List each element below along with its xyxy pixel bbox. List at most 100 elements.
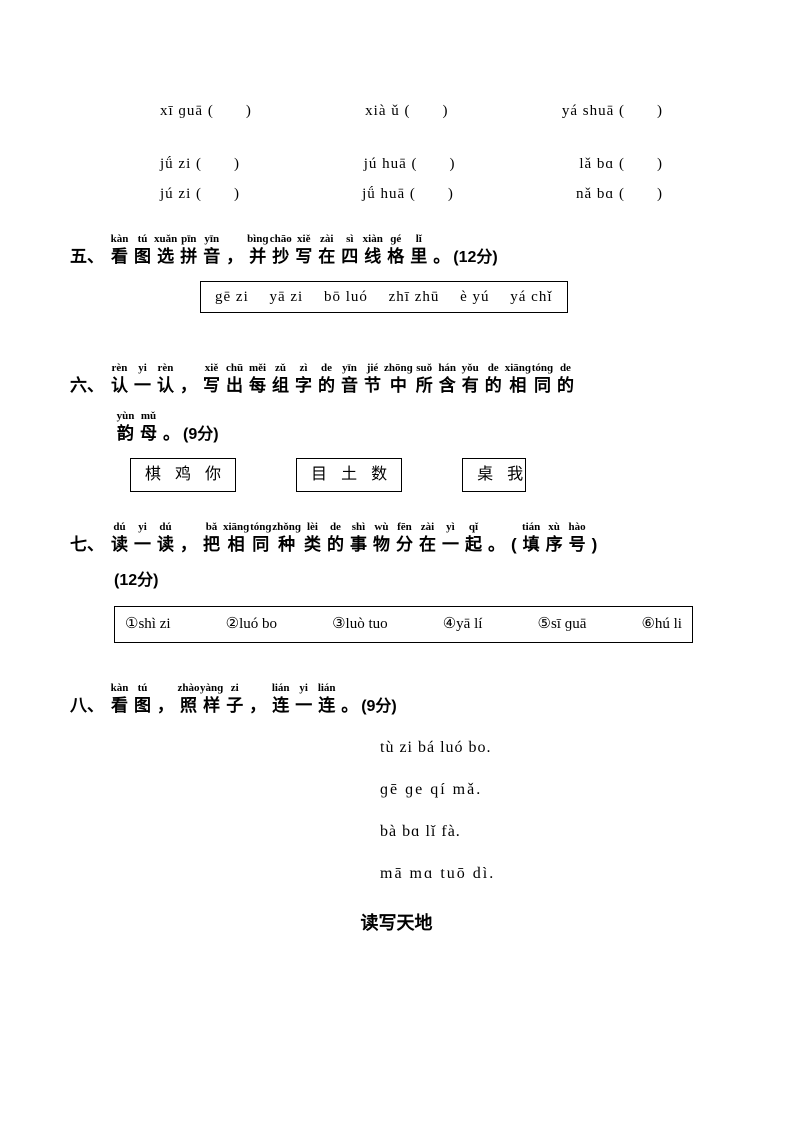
ruby-char: ɡé格: [384, 234, 407, 267]
ruby-char: jié节: [361, 363, 384, 396]
ruby-char: yīn音: [200, 234, 223, 267]
ruby-char: zì字: [292, 363, 315, 396]
ruby-char: yīn音: [338, 363, 361, 396]
ruby-char: tián填: [520, 522, 543, 555]
ruby-char: (: [508, 533, 520, 555]
pinyin-option: jú huā ( ): [364, 153, 456, 176]
ruby-char: yi一: [131, 363, 154, 396]
section-8-sentences: tù zi bá luó bo. ɡē ɡe qí mǎ. bà bɑ lǐ f…: [380, 736, 723, 886]
section-5-title: 五、kàn看tú图xuǎn选pīn拼yīn音，bìnɡ并chāo抄xiě写zài…: [70, 234, 723, 267]
section-number: 五、: [70, 247, 104, 267]
ruby-char: zài在: [416, 522, 439, 555]
ruby-char: xiānɡ相: [505, 363, 531, 396]
ruby-char: rèn认: [108, 363, 131, 396]
ruby-char: de的: [315, 363, 338, 396]
ruby-char: wù物: [370, 522, 393, 555]
ruby-char: de的: [554, 363, 577, 396]
section-number: 八、: [70, 696, 104, 716]
ruby-char: lián连: [269, 683, 292, 716]
ruby-char: 。: [338, 694, 361, 716]
ruby-char: yi一: [292, 683, 315, 716]
ruby-char: ，: [154, 694, 177, 716]
ruby-char: 。: [160, 422, 183, 444]
ruby-char: tónɡ同: [249, 522, 272, 555]
ruby-char: zhōnɡ中: [384, 363, 413, 396]
ruby-char: zi子: [223, 683, 246, 716]
ruby-char: tú图: [131, 234, 154, 267]
ruby-char: zài在: [315, 234, 338, 267]
char-group-box: 目土数: [296, 458, 402, 492]
ruby-char: yànɡ样: [200, 683, 223, 716]
char-group-box: 棋鸡你: [130, 458, 236, 492]
ruby-char: xiě写: [200, 363, 223, 396]
ruby-char: lián连: [315, 683, 338, 716]
pinyin-option: yá shuā ( ): [562, 100, 663, 123]
ruby-char: ): [589, 533, 601, 555]
section-6-boxes: 棋鸡你 目土数 桌我: [130, 458, 723, 492]
ruby-char: tú图: [131, 683, 154, 716]
ruby-char: hào号: [566, 522, 589, 555]
ruby-char: kàn看: [108, 683, 131, 716]
ruby-char: xù序: [543, 522, 566, 555]
ruby-char: xuǎn选: [154, 234, 177, 267]
ruby-char: mǔ母: [137, 411, 160, 444]
pinyin-choice-row-1: xī ɡuā ( ) xià ǔ ( ) yá shuā ( ): [70, 100, 723, 123]
ruby-char: xiānɡ相: [223, 522, 249, 555]
ruby-char: suǒ所: [413, 363, 436, 396]
pinyin-option: jǘ huā ( ): [362, 183, 454, 206]
section-number: 七、: [70, 535, 104, 555]
section-6-title-line2: yùn韵mǔ母。(9分): [114, 411, 723, 444]
ruby-char: chāo抄: [269, 234, 292, 267]
ruby-char: 。: [485, 533, 508, 555]
pinyin-option: lǎ bɑ ( ): [579, 153, 663, 176]
ruby-char: de的: [324, 522, 347, 555]
section-score: (9分): [183, 425, 219, 444]
pinyin-choice-row-2b: jú zi ( ) jǘ huā ( ) nǎ bɑ ( ): [70, 183, 723, 206]
numbered-item: ①shì zi: [125, 613, 171, 636]
ruby-char: kàn看: [108, 234, 131, 267]
numbered-item: ②luó bo: [226, 613, 277, 636]
section-score: (12分): [453, 248, 497, 267]
pinyin-option: jú zi ( ): [160, 183, 240, 206]
ruby-char: zhào照: [177, 683, 200, 716]
ruby-char: pīn拼: [177, 234, 200, 267]
ruby-char: 。: [430, 245, 453, 267]
section-footer-title: 读写天地: [70, 910, 723, 937]
ruby-char: yùn韵: [114, 411, 137, 444]
sentence: mā mɑ tuō dì.: [380, 862, 723, 886]
section-8-title: 八、kàn看tú图，zhào照yànɡ样zi子，lián连yi一lián连。(9…: [70, 683, 723, 716]
ruby-char: bǎ把: [200, 522, 223, 555]
sentence: tù zi bá luó bo.: [380, 736, 723, 760]
sentence: ɡē ɡe qí mǎ.: [380, 778, 723, 802]
ruby-char: ，: [177, 533, 200, 555]
sentence: bà bɑ lǐ fà.: [380, 820, 723, 844]
numbered-item: ③luò tuo: [332, 613, 388, 636]
pinyin-option: jǘ zi ( ): [160, 153, 240, 176]
ruby-char: yǒu有: [459, 363, 482, 396]
ruby-char: měi每: [246, 363, 269, 396]
ruby-char: zǔ组: [269, 363, 292, 396]
ruby-char: lèi类: [301, 522, 324, 555]
numbered-item: ④yā lí: [443, 613, 483, 636]
ruby-char: ，: [246, 694, 269, 716]
ruby-char: yi一: [131, 522, 154, 555]
section-7-item-box: ①shì zi②luó bo③luò tuo④yā lí⑤sī ɡuā⑥hú l…: [114, 606, 693, 643]
pinyin-option: xī ɡuā ( ): [160, 100, 252, 123]
ruby-char: de的: [482, 363, 505, 396]
pinyin-option: xià ǔ ( ): [365, 100, 448, 123]
ruby-char: ，: [177, 374, 200, 396]
section-7-score: (12分): [114, 570, 723, 593]
ruby-char: rèn认: [154, 363, 177, 396]
ruby-char: bìnɡ并: [246, 234, 269, 267]
ruby-char: xiàn线: [361, 234, 384, 267]
numbered-item: ⑥hú li: [641, 613, 682, 636]
pinyin-option: nǎ bɑ ( ): [576, 183, 663, 206]
section-6-title: 六、rèn认yi一rèn认，xiě写chū出měi每zǔ组zì字de的yīn音j…: [70, 363, 723, 396]
ruby-char: xiě写: [292, 234, 315, 267]
ruby-char: sì四: [338, 234, 361, 267]
ruby-char: dú读: [154, 522, 177, 555]
ruby-char: dú读: [108, 522, 131, 555]
section-5-word-box: gē zi yā zi bō luó zhī zhū è yú yá chǐ: [200, 281, 568, 314]
pinyin-choice-row-2a: jǘ zi ( ) jú huā ( ) lǎ bɑ ( ): [70, 153, 723, 176]
ruby-char: chū出: [223, 363, 246, 396]
